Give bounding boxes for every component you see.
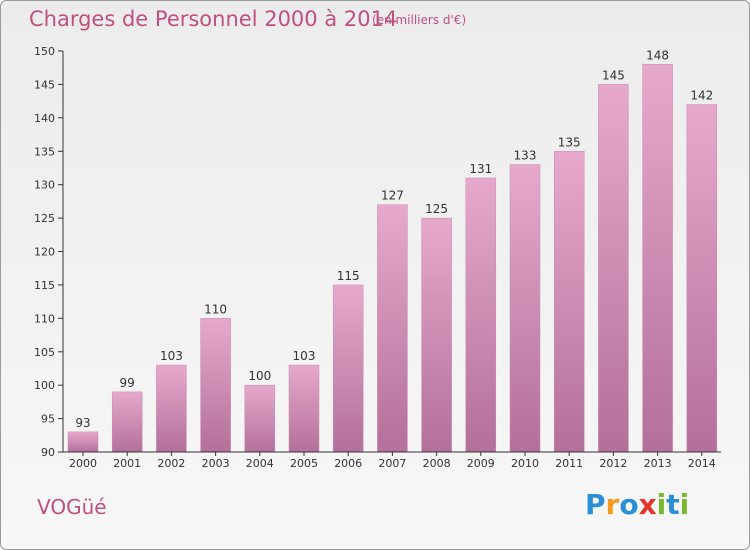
- bar-2005: [288, 364, 320, 453]
- y-tick-label-140: 140: [34, 112, 55, 125]
- logo-letter: t: [666, 488, 680, 521]
- bar-2010: [509, 164, 541, 453]
- chart-title: Charges de Personnel 2000 à 2014: [29, 7, 398, 31]
- logo-letter: P: [585, 488, 606, 521]
- value-label-2010: 133: [514, 149, 537, 163]
- y-tick-label-150: 150: [34, 45, 55, 58]
- value-label-2004: 100: [248, 369, 271, 383]
- y-tick-label-90: 90: [41, 446, 55, 459]
- x-tick-label-2012: 2012: [599, 457, 627, 470]
- x-tick-label-2003: 2003: [202, 457, 230, 470]
- x-tick-label-2004: 2004: [246, 457, 274, 470]
- x-tick-label-2000: 2000: [69, 457, 97, 470]
- x-tick-label-2009: 2009: [467, 457, 495, 470]
- value-label-2007: 127: [381, 189, 404, 203]
- chart-subtitle: (en milliers d'€): [372, 13, 467, 27]
- value-label-2000: 93: [75, 416, 90, 430]
- x-tick-label-2011: 2011: [555, 457, 583, 470]
- commune-name: VOGüé: [37, 495, 107, 519]
- bar-2013: [642, 64, 673, 453]
- value-label-2013: 148: [646, 48, 669, 62]
- y-tick-label-130: 130: [34, 179, 55, 192]
- bar-2014: [686, 104, 718, 453]
- bar-2004: [244, 384, 276, 453]
- bar-2009: [465, 177, 497, 453]
- logo-letter: r: [605, 488, 620, 521]
- y-tick-label-115: 115: [34, 279, 55, 292]
- x-tick-label-2008: 2008: [423, 457, 451, 470]
- logo-letter: i: [679, 488, 690, 521]
- bars-group: 93 99 103 110 100 103 115 127 125 131 133 135 145 148…: [67, 48, 718, 453]
- bar-2006: [332, 284, 364, 453]
- value-label-2008: 125: [425, 202, 448, 216]
- x-tick-label-2007: 2007: [378, 457, 406, 470]
- bar-2008: [421, 217, 452, 453]
- logo-letter: x: [638, 488, 657, 521]
- y-tick-label-120: 120: [34, 246, 55, 259]
- bar-2001: [111, 391, 143, 453]
- x-tick-label-2002: 2002: [157, 457, 185, 470]
- value-label-2001: 99: [120, 376, 135, 390]
- bar-2012: [598, 84, 629, 453]
- x-tick-label-2006: 2006: [334, 457, 362, 470]
- x-tick-label-2014: 2014: [688, 457, 716, 470]
- x-tick-label-2005: 2005: [290, 457, 318, 470]
- bar-2000: [67, 431, 99, 453]
- y-tick-label-95: 95: [41, 413, 55, 426]
- x-tick-label-2013: 2013: [644, 457, 672, 470]
- value-label-2012: 145: [602, 68, 625, 82]
- bar-2002: [156, 364, 187, 453]
- bar-2007: [377, 204, 408, 453]
- value-label-2006: 115: [337, 269, 360, 283]
- proxiti-logo[interactable]: Proxiti: [585, 488, 689, 521]
- x-tick-label-2001: 2001: [113, 457, 141, 470]
- y-tick-label-110: 110: [34, 312, 55, 325]
- logo-letter: o: [619, 488, 639, 521]
- value-label-2009: 131: [469, 162, 492, 176]
- y-tick-label-125: 125: [34, 212, 55, 225]
- y-tick-label-105: 105: [34, 346, 55, 359]
- x-tick-label-2010: 2010: [511, 457, 539, 470]
- y-tick-label-100: 100: [34, 379, 55, 392]
- axes-group: 2000 2001 2002 2003 2004 2005 2006 2007 2008 2009…: [34, 45, 721, 470]
- y-tick-label-135: 135: [34, 145, 55, 158]
- bar-2003: [200, 318, 231, 453]
- bar-2011: [553, 151, 585, 453]
- y-tick-label-145: 145: [34, 78, 55, 91]
- logo-letter: i: [656, 488, 667, 521]
- value-label-2003: 110: [204, 302, 227, 316]
- value-label-2014: 142: [690, 89, 713, 103]
- value-label-2011: 135: [558, 135, 581, 149]
- value-label-2005: 103: [293, 349, 316, 363]
- value-label-2002: 103: [160, 349, 183, 363]
